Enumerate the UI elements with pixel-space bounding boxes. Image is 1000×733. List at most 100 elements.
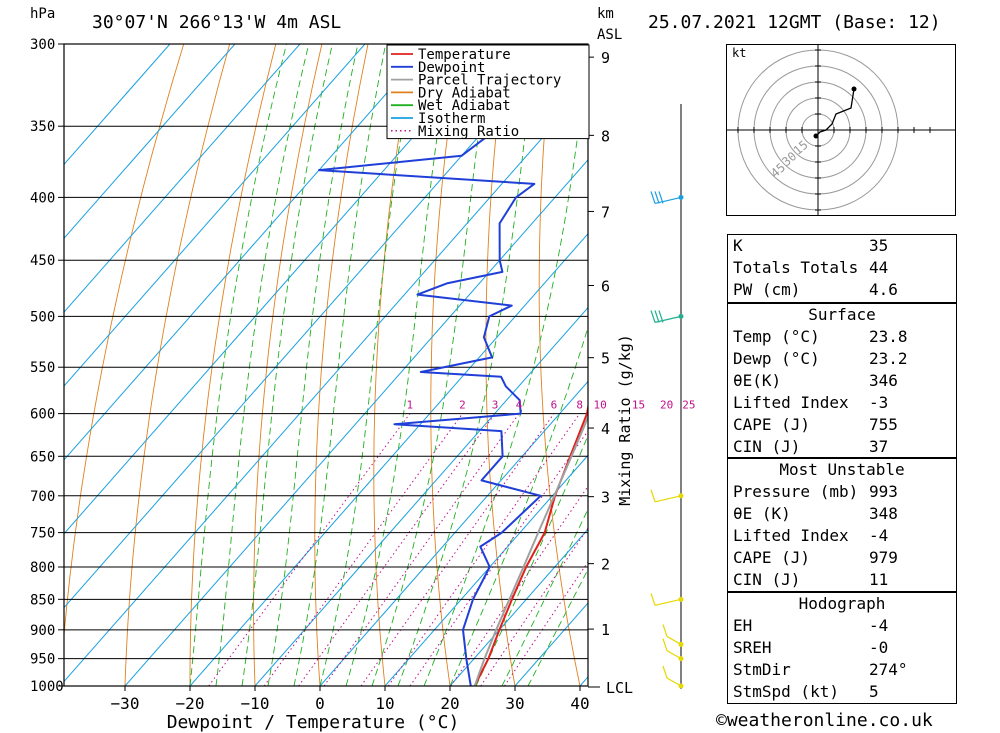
- wet-adiabat-line: [475, 434, 588, 686]
- pressure-tick-label: 550: [30, 360, 55, 376]
- mu-pressure-label: Pressure (mb): [733, 482, 859, 501]
- wind-barb-feather: [650, 489, 656, 502]
- pressure-tick-label: 350: [30, 119, 55, 135]
- mixing-ratio-line: [323, 413, 520, 686]
- wind-barb-shaft: [666, 650, 682, 660]
- k-index-row: K 35: [728, 235, 956, 257]
- mixing-ratio-line: [263, 413, 463, 686]
- mixing-ratio-line: [208, 413, 411, 686]
- isotherm-line: [124, 159, 588, 686]
- location-title: 30°07'N 266°13'W 4m ASL: [92, 12, 342, 33]
- mu-theta-value: 348: [869, 504, 898, 523]
- hodograph-end-dot: [851, 86, 857, 92]
- pressure-tick-label: 400: [30, 190, 55, 206]
- surface-li-row: Lifted Index -3: [728, 392, 956, 414]
- temperature-profile: [473, 402, 588, 686]
- wind-barb-feather: [650, 310, 656, 323]
- isotherm-line: [254, 306, 588, 686]
- temperature-tick-label: 0: [315, 694, 325, 713]
- hodo-params-title: Hodograph: [798, 594, 886, 613]
- isotherm-line: [64, 44, 301, 313]
- mixing-ratio-label: 10: [594, 399, 607, 412]
- km-tick-label: 2: [601, 556, 610, 574]
- wet-adiabat-line: [215, 44, 310, 686]
- pressure-tick-label: 750: [30, 526, 55, 542]
- km-tick-label: 4: [601, 420, 610, 438]
- stmdir-value: 274°: [869, 660, 908, 679]
- dry-adiabat-line: [485, 44, 516, 686]
- mixing-ratio-line: [360, 413, 555, 686]
- mu-cin-label: CIN (J): [733, 570, 801, 589]
- pressure-tick-label: 900: [30, 623, 55, 639]
- surface-cape-label: CAPE (J): [733, 415, 811, 434]
- most-unstable-table: Most Unstable Pressure (mb) 993 θE (K) 348…: [727, 458, 957, 592]
- surface-theta-label: θE(K): [733, 371, 782, 390]
- legend-label: Mixing Ratio: [418, 124, 519, 140]
- wind-barb: [662, 624, 682, 645]
- isotherm-line: [64, 44, 496, 535]
- temperature-tick-label: 10: [375, 694, 394, 713]
- legend-label: Dewpoint: [418, 60, 485, 76]
- eh-row: EH -4: [728, 615, 956, 637]
- totals-totals-label: Totals Totals: [733, 258, 859, 277]
- isotherm-line: [64, 44, 236, 240]
- wind-barb-feather: [658, 191, 664, 204]
- pw-value: 4.6: [869, 280, 898, 299]
- surface-cape-value: 755: [869, 415, 898, 434]
- wind-barb-shaft: [654, 598, 682, 606]
- mu-cin-row: CIN (J) 11: [728, 569, 956, 591]
- wind-barb-shaft: [654, 495, 682, 503]
- copyright-footer[interactable]: ©weatheronline.co.uk: [716, 710, 933, 731]
- legend-label: Isotherm: [418, 111, 485, 127]
- wind-barb-feather: [662, 624, 668, 637]
- surface-dewp-value: 23.2: [869, 349, 908, 368]
- pressure-unit-label: hPa: [30, 6, 56, 22]
- wind-barb-feather: [654, 310, 660, 323]
- skewt-chart: 1 2 3 4 6 8 10 15 20 2530035040045050055060065070…: [30, 37, 695, 733]
- wind-barb-feather: [650, 191, 656, 204]
- indices-table: K 35 Totals Totals 44 PW (cm) 4.6: [727, 234, 957, 303]
- temperature-tick-label: −30: [111, 694, 140, 713]
- km-tick-label: 5: [601, 350, 610, 368]
- wind-barb-shaft: [666, 635, 682, 645]
- surface-dewp-label: Dewp (°C): [733, 349, 820, 368]
- wet-adiabat-line: [527, 568, 588, 686]
- mixing-ratio-label: 2: [459, 399, 466, 412]
- wind-barb: [662, 665, 682, 687]
- mixing-ratio-label: 1: [407, 399, 414, 412]
- pressure-tick-label: 300: [30, 37, 55, 53]
- surface-cin-value: 37: [869, 437, 889, 456]
- isotherm-line: [64, 44, 561, 609]
- isotherm-line: [64, 44, 366, 387]
- dry-adiabat-line: [124, 44, 231, 686]
- temperature-tick-label: 30: [505, 694, 524, 713]
- wet-adiabat-line: [189, 44, 287, 686]
- mu-li-value: -4: [869, 526, 889, 545]
- pw-row: PW (cm) 4.6: [728, 279, 956, 301]
- mu-cin-value: 11: [869, 570, 889, 589]
- hodograph-unit-label: kt: [732, 46, 746, 60]
- km-unit-label: km: [597, 6, 614, 22]
- stmdir-label: StmDir: [733, 660, 791, 679]
- parcel-trajectory-profile: [473, 414, 588, 686]
- dewpoint-profile: [318, 44, 542, 686]
- wind-barb-shaft: [654, 315, 682, 323]
- mu-cape-label: CAPE (J): [733, 548, 811, 567]
- isotherm-line: [579, 676, 588, 686]
- pressure-tick-label: 850: [30, 592, 55, 608]
- surface-cin-label: CIN (J): [733, 437, 801, 456]
- mixing-ratio-line: [450, 485, 588, 686]
- hodograph-trace: [815, 88, 855, 137]
- pressure-tick-label: 650: [30, 449, 55, 465]
- wind-barb-feather: [654, 191, 660, 204]
- stmspd-row: StmSpd (kt) 5: [728, 681, 956, 703]
- surface-temp-value: 23.8: [869, 327, 908, 346]
- temperature-tick-label: 20: [440, 694, 459, 713]
- mixing-ratio-label: 6: [551, 399, 558, 412]
- surface-cin-row: CIN (J) 37: [728, 436, 956, 458]
- dry-adiabat-line: [189, 44, 277, 686]
- pressure-tick-label: 450: [30, 253, 55, 269]
- isotherm-line: [319, 380, 588, 686]
- dry-adiabat-line: [538, 44, 581, 686]
